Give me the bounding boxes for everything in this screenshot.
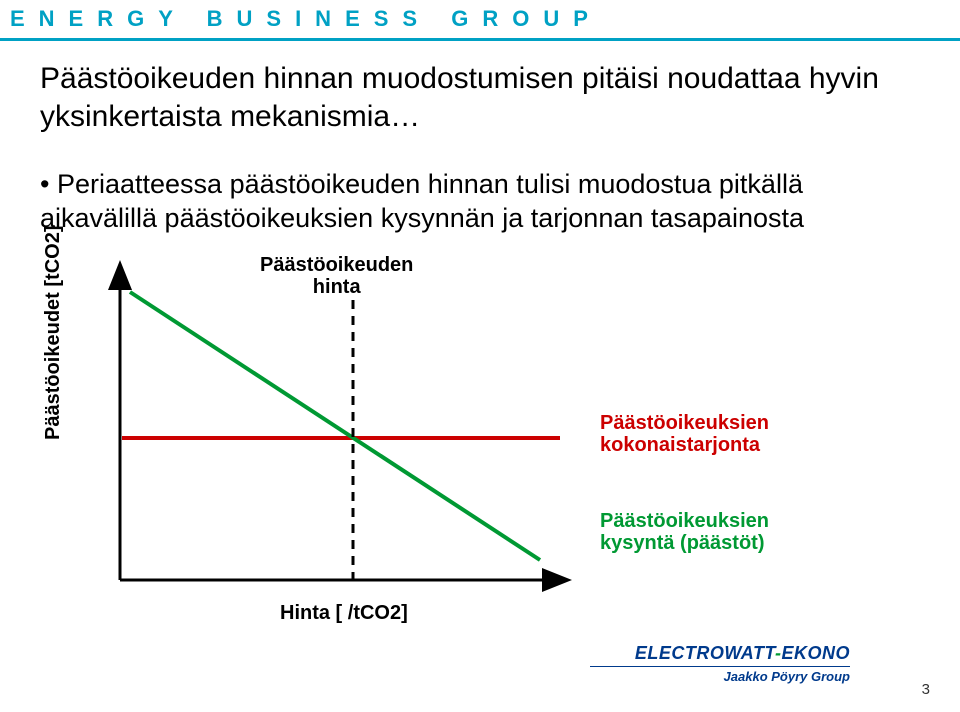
footer-logo-line2: Jaakko Pöyry Group [590,669,850,684]
footer-logo-part-a: ELECTROWATT [635,643,775,663]
footer-logo: ELECTROWATT-EKONO Jaakko Pöyry Group [590,643,850,684]
footer-logo-line1: ELECTROWATT-EKONO [590,643,850,664]
chart-svg [60,260,580,600]
legend-supply: Päästöoikeuksien kokonaistarjonta [600,412,769,456]
y-axis-label: Päästöoikeudet [tCO2] [42,226,65,440]
footer-logo-rule [590,666,850,667]
x-axis-label: Hinta [ /tCO2] [280,602,408,625]
chart: Päästöoikeudet [tCO2] Hinta [ /tCO2] Pää… [60,260,900,640]
demand-line [130,292,540,560]
bullet-item: Periaatteessa päästöoikeuden hinnan tuli… [40,168,920,236]
slide-page: ENERGY BUSINESS GROUP Päästöoikeuden hin… [0,0,960,712]
legend-demand: Päästöoikeuksien kysyntä (päästöt) [600,510,769,554]
page-number: 3 [922,681,930,698]
bullets-block: Periaatteessa päästöoikeuden hinnan tuli… [40,168,920,236]
footer-logo-part-b: EKONO [781,643,850,663]
slide-title: Päästöoikeuden hinnan muodostumisen pitä… [40,60,920,135]
header-rule [0,38,960,41]
price-label: Päästöoikeuden hinta [260,254,413,298]
header-band: ENERGY BUSINESS GROUP [10,6,602,32]
